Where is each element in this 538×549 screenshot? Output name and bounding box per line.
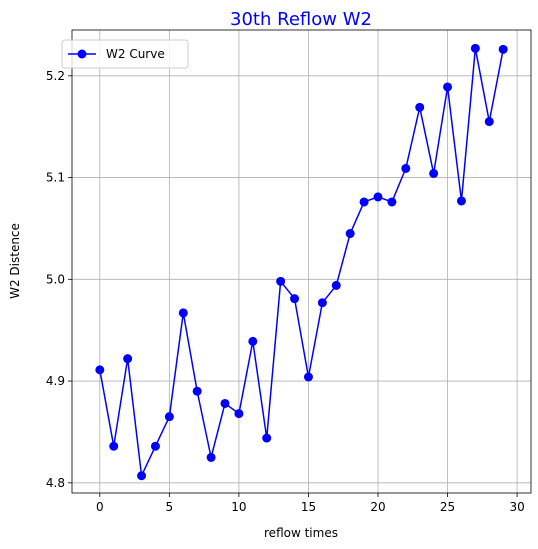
data-point-marker [150,441,160,451]
y-tick-label: 4.8 [46,476,65,490]
data-point-marker [443,82,453,92]
data-point-marker [178,308,188,318]
data-point-marker [345,229,355,239]
grid [72,30,531,493]
data-point-marker [387,197,397,207]
plot-frame [71,29,532,494]
y-tick-label: 4.9 [46,374,65,388]
data-point-marker [484,117,494,127]
data-point-marker [164,412,174,422]
data-point-marker [359,197,369,207]
data-point-marker [429,168,439,178]
data-point-marker [234,409,244,419]
data-point-marker [415,102,425,112]
x-tick-label: 0 [96,500,104,514]
data-point-marker [262,433,272,443]
data-point-marker [331,280,341,290]
legend-marker-swatch [77,49,87,59]
data-point-marker [401,163,411,173]
data-point-marker [456,196,466,206]
data-point-marker [206,452,216,462]
series-line [99,47,504,477]
x-tick-label: 5 [166,500,174,514]
data-point-marker [290,294,300,304]
data-point-marker [248,336,258,346]
legend-box [61,39,189,69]
chart-title: 30th Reflow W2 [230,9,372,30]
data-point-marker [220,398,230,408]
y-tick-label: 5.0 [46,272,65,286]
x-tick-label: 25 [440,500,455,514]
data-point-marker [317,298,327,308]
data-point-marker [498,44,508,54]
legend: W2 Curve [61,39,189,69]
data-point-marker [109,441,119,451]
legend-entry-label: W2 Curve [106,47,165,61]
data-point-marker [123,354,133,364]
x-tick-label: 30 [509,500,524,514]
data-point-marker [95,365,105,375]
data-point-marker [192,386,202,396]
data-point-marker [276,276,286,286]
data-point-marker [303,372,313,382]
x-tick-label: 15 [301,500,316,514]
y-axis-label: W2 Distence [8,223,22,299]
y-tick-label: 5.2 [46,69,65,83]
data-point-marker [470,43,480,53]
y-tick-label: 5.1 [46,171,65,185]
data-point-marker [137,471,147,481]
x-tick-label: 10 [231,500,246,514]
axis-ticks: 0 5 10 15 20 25 30 4.8 4.9 5.0 5.1 5.2 [46,69,525,514]
x-axis-label: reflow times [264,526,338,540]
x-tick-label: 20 [370,500,385,514]
data-point-marker [373,192,383,202]
series-layer [95,43,508,481]
